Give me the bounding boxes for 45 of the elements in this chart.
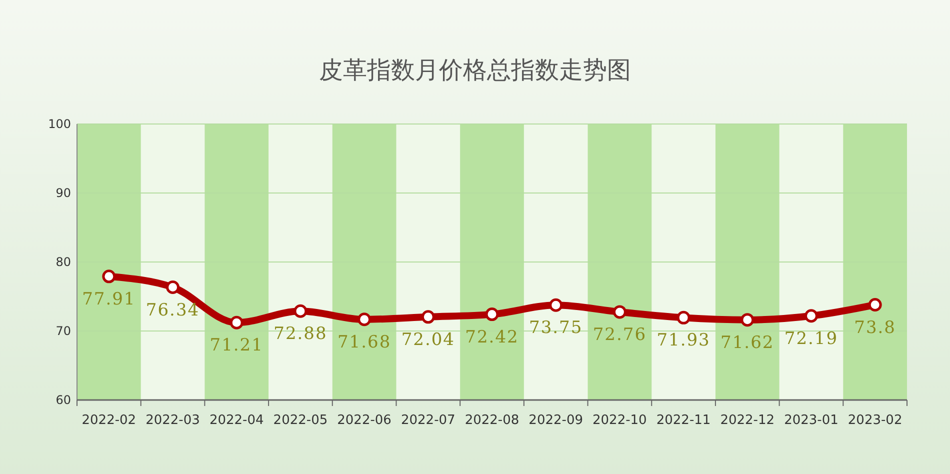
x-tick-label: 2022-08 — [464, 413, 520, 428]
x-tick-label: 2023-01 — [784, 413, 838, 428]
chart-title: 皮革指数月价格总指数走势图 — [319, 56, 631, 84]
x-tick-label: 2022-10 — [592, 413, 647, 428]
point — [166, 280, 180, 294]
x-tick-label: 2022-07 — [400, 413, 456, 428]
x-tick-label: 2022-05 — [273, 413, 328, 428]
point — [102, 270, 116, 284]
x-tick-label: 2023-02 — [848, 413, 902, 428]
point — [868, 298, 882, 312]
point — [804, 309, 818, 323]
point — [485, 308, 499, 322]
data-label: 77.91 — [82, 289, 136, 310]
y-tick-label: 90 — [56, 186, 71, 200]
y-tick-label: 80 — [56, 255, 71, 269]
y-tick-label: 100 — [48, 117, 71, 131]
data-label: 71.68 — [337, 332, 392, 352]
x-tick-label: 2022-03 — [146, 413, 200, 428]
data-label: 72.76 — [592, 324, 647, 345]
data-label: 72.88 — [274, 324, 328, 344]
point — [358, 312, 372, 326]
x-tick-label: 2022-06 — [337, 413, 392, 428]
x-tick-label: 2022-12 — [720, 413, 775, 428]
data-label: 72.42 — [465, 327, 519, 348]
y-tick-label: 60 — [56, 393, 71, 407]
point — [676, 310, 690, 324]
point — [294, 304, 308, 318]
x-tick-label: 2022-02 — [82, 413, 136, 428]
x-tick-label: 2022-09 — [528, 413, 584, 428]
point — [549, 298, 563, 312]
data-label: 71.21 — [210, 336, 264, 356]
data-label: 71.93 — [656, 330, 710, 351]
point — [612, 305, 626, 319]
data-label: 73.8 — [854, 318, 896, 338]
data-label: 71.62 — [720, 332, 774, 353]
data-label: 72.04 — [401, 330, 455, 350]
x-tick-label: 2022-11 — [656, 413, 711, 428]
y-tick-label: 70 — [56, 324, 71, 338]
point — [421, 310, 435, 324]
data-label: 76.34 — [146, 300, 200, 320]
data-label: 73.75 — [529, 318, 583, 338]
point — [740, 313, 754, 327]
data-label: 72.19 — [784, 328, 838, 349]
x-tick-label: 2022-04 — [209, 413, 264, 428]
point — [230, 316, 244, 330]
